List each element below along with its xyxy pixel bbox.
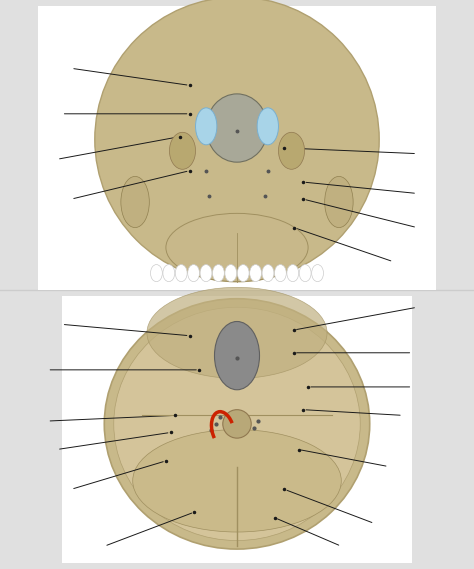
Ellipse shape: [262, 265, 274, 282]
Ellipse shape: [257, 108, 279, 145]
Ellipse shape: [121, 176, 149, 228]
Ellipse shape: [95, 0, 379, 282]
Ellipse shape: [195, 108, 217, 145]
Ellipse shape: [170, 133, 195, 170]
Ellipse shape: [151, 265, 162, 282]
Ellipse shape: [312, 265, 324, 282]
Ellipse shape: [214, 321, 259, 390]
Ellipse shape: [200, 265, 212, 282]
Ellipse shape: [206, 94, 268, 162]
Ellipse shape: [212, 265, 224, 282]
Ellipse shape: [225, 265, 237, 282]
FancyBboxPatch shape: [62, 296, 412, 563]
Ellipse shape: [114, 307, 360, 541]
Ellipse shape: [133, 430, 341, 532]
FancyBboxPatch shape: [38, 6, 436, 290]
Ellipse shape: [237, 265, 249, 282]
Ellipse shape: [175, 265, 187, 282]
Ellipse shape: [223, 410, 251, 438]
Ellipse shape: [188, 265, 200, 282]
Ellipse shape: [325, 176, 353, 228]
Ellipse shape: [166, 213, 308, 282]
Ellipse shape: [147, 287, 327, 378]
Ellipse shape: [104, 299, 370, 549]
Ellipse shape: [278, 133, 304, 170]
Ellipse shape: [287, 265, 299, 282]
Ellipse shape: [163, 265, 175, 282]
Ellipse shape: [299, 265, 311, 282]
Ellipse shape: [250, 265, 262, 282]
Ellipse shape: [274, 265, 286, 282]
